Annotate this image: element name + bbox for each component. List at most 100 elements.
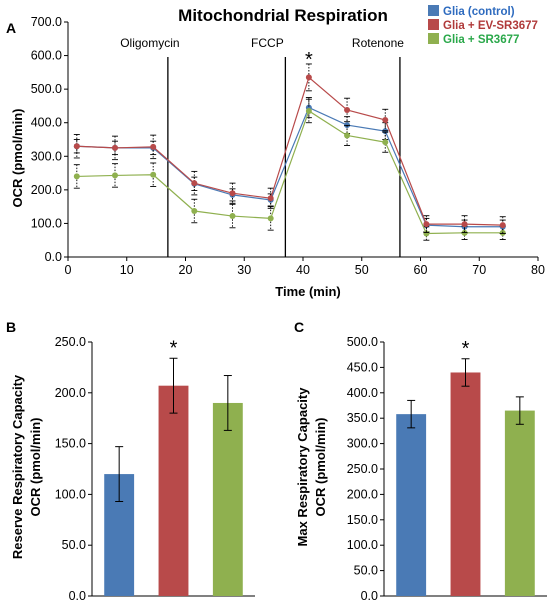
panel-a-x-ticks: 0 10 20 30 40 50 60 70 80 [65, 257, 545, 277]
data-point [229, 213, 236, 220]
bar-sr [504, 410, 535, 596]
data-point [73, 173, 80, 180]
y-tick-label: 200.0 [55, 386, 86, 400]
data-point [423, 221, 430, 228]
bar-sr [212, 402, 243, 596]
significance-star: * [462, 338, 470, 360]
y-tick-label: 300.0 [31, 149, 62, 163]
bar-ev [158, 385, 189, 596]
bar-control [396, 414, 427, 596]
significance-star: * [170, 337, 178, 359]
y-tick-label: 150.0 [55, 437, 86, 451]
data-point [382, 117, 389, 124]
y-tick-label: 50.0 [62, 538, 86, 552]
legend-label-ev: Glia + EV-SR3677 [443, 20, 538, 32]
injection-label: Oligomycin [120, 36, 179, 50]
data-point [112, 172, 118, 179]
x-tick-label: 60 [414, 263, 428, 277]
series-line [76, 76, 503, 226]
series-ev [73, 63, 506, 234]
panel-b: B 0.0 50.0 100.0 150.0 200.0 250.0 * Reserve … [6, 319, 255, 603]
y-tick-label: 500.0 [347, 335, 378, 349]
data-point [112, 144, 118, 151]
series-sr [73, 98, 506, 241]
injection-label: FCCP [251, 36, 284, 50]
panel-a: A Mitochondrial Respiration 0.0 100.0 200.… [6, 5, 545, 299]
y-tick-label: 0.0 [69, 589, 86, 603]
line-series-group [73, 63, 506, 241]
data-point [267, 215, 274, 222]
chart-title: Mitochondrial Respiration [178, 6, 388, 25]
data-point [499, 222, 506, 229]
y-tick-label: 50.0 [354, 564, 378, 578]
data-point [344, 106, 351, 113]
panel-b-y-axis-title-line2: OCR (pmol/min) [28, 418, 43, 517]
y-tick-label: 0.0 [361, 589, 378, 603]
y-tick-label: 250.0 [347, 462, 378, 476]
y-tick-label: 250.0 [55, 335, 86, 349]
panel-b-y-axis-title-line1: Reserve Respiratory Capacity [10, 374, 25, 559]
y-tick-label: 350.0 [347, 411, 378, 425]
panel-c-y-axis-title-line2: OCR (pmol/min) [313, 418, 328, 517]
data-point [150, 143, 157, 150]
panel-b-letter: B [6, 319, 16, 335]
panel-b-y-ticks: 0.0 50.0 100.0 150.0 200.0 250.0 [55, 335, 92, 603]
y-tick-label: 200.0 [31, 183, 62, 197]
injection-label: Rotenone [352, 36, 404, 50]
data-point [305, 107, 312, 114]
y-tick-label: 100.0 [55, 487, 86, 501]
y-tick-label: 700.0 [31, 15, 62, 29]
legend: Glia (control) Glia + EV-SR3677 Glia + S… [428, 5, 538, 46]
series-line [76, 106, 503, 228]
panel-a-x-axis-title: Time (min) [275, 284, 341, 299]
data-point [461, 221, 468, 228]
injection-markers: Oligomycin FCCP Rotenone [120, 36, 404, 257]
x-tick-label: 0 [65, 263, 72, 277]
panel-b-bars: * [104, 337, 243, 596]
data-point [229, 190, 236, 197]
x-tick-label: 50 [355, 263, 369, 277]
series-line [76, 110, 503, 235]
panel-c-y-axis-title-line1: Max Respiratory Capacity [295, 387, 310, 547]
data-point [305, 74, 312, 81]
y-tick-label: 450.0 [347, 360, 378, 374]
data-point [150, 171, 157, 178]
panel-a-annotations: * [305, 49, 313, 71]
x-tick-label: 70 [472, 263, 486, 277]
y-tick-label: 100.0 [347, 538, 378, 552]
legend-swatch-ev [428, 19, 439, 30]
legend-label-sr: Glia + SR3677 [443, 34, 519, 46]
panel-c-bars: * [396, 338, 535, 596]
data-point [267, 195, 274, 202]
panel-c-letter: C [294, 319, 304, 335]
data-point [344, 132, 351, 139]
y-tick-label: 150.0 [347, 513, 378, 527]
bar-ev [450, 372, 481, 596]
data-point [423, 230, 430, 237]
x-tick-label: 30 [237, 263, 251, 277]
panel-c-y-ticks: 0.0 50.0 100.0 150.0 200.0 250.0 300.0 350.0 400… [347, 335, 384, 603]
data-point [191, 208, 198, 215]
x-tick-label: 40 [296, 263, 310, 277]
panel-a-letter: A [6, 20, 16, 36]
data-point [382, 139, 389, 146]
legend-swatch-control [428, 5, 439, 16]
y-tick-label: 500.0 [31, 82, 62, 96]
y-tick-label: 0.0 [45, 250, 62, 264]
y-tick-label: 200.0 [347, 487, 378, 501]
data-point [191, 180, 198, 187]
x-tick-label: 80 [531, 263, 545, 277]
y-tick-label: 400.0 [347, 386, 378, 400]
legend-label-control: Glia (control) [443, 6, 515, 18]
y-tick-label: 600.0 [31, 49, 62, 63]
x-tick-label: 10 [120, 263, 134, 277]
data-point [73, 143, 80, 150]
significance-star: * [305, 49, 313, 71]
panel-a-y-ticks: 0.0 100.0 200.0 300.0 400.0 500.0 600.0 700.0 [31, 15, 68, 264]
panel-a-y-axis-title: OCR (pmol/min) [10, 109, 25, 208]
y-tick-label: 400.0 [31, 116, 62, 130]
y-tick-label: 100.0 [31, 216, 62, 230]
legend-swatch-sr [428, 33, 439, 44]
panel-c: C 0.0 50.0 100.0 150.0 200.0 250.0 300.0 350.0 4… [294, 319, 547, 603]
